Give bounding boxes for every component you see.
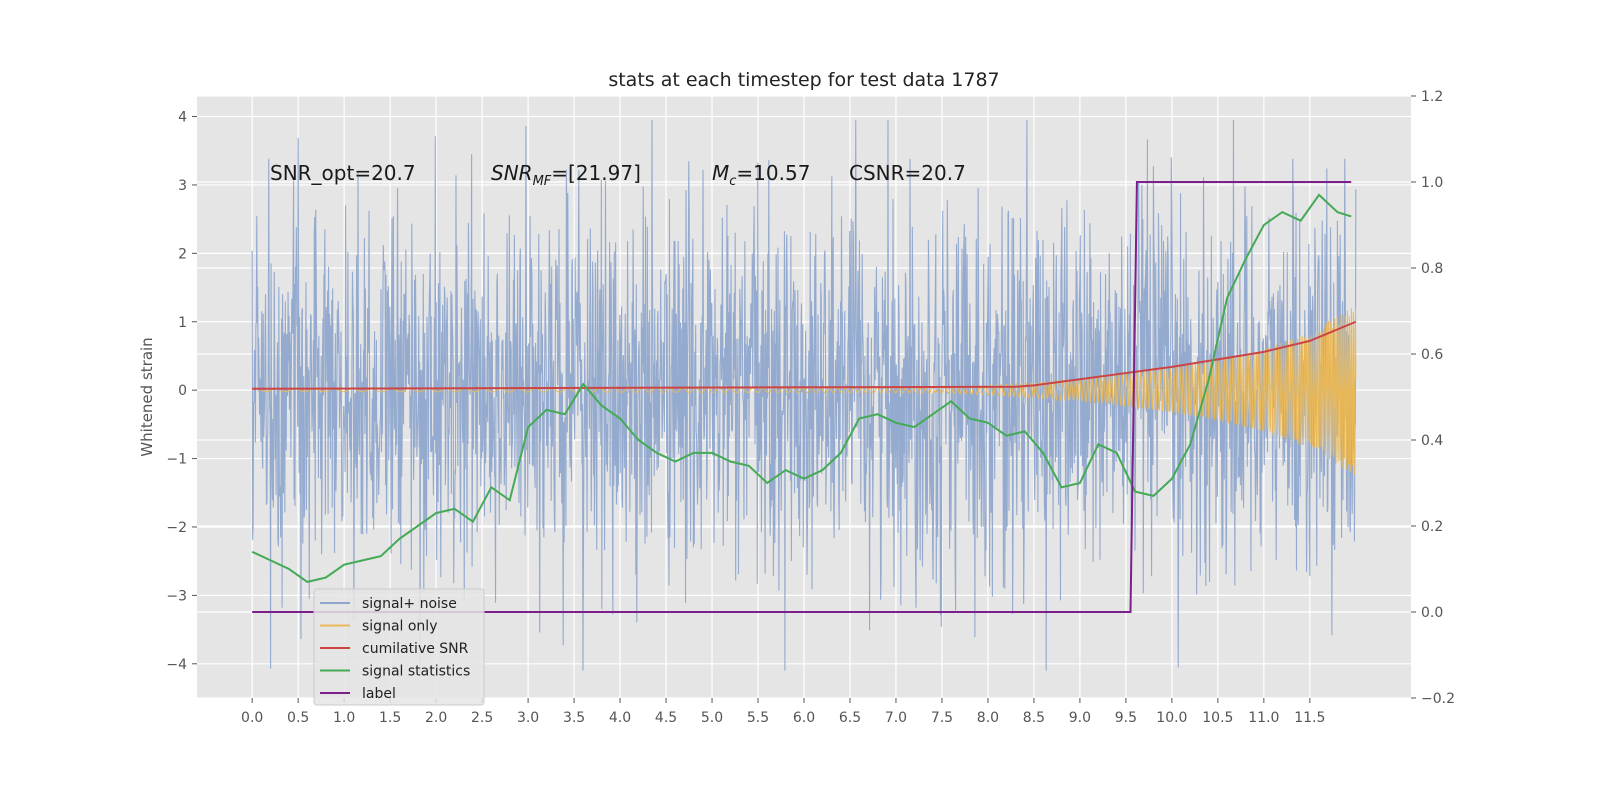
x-tick-label: 3.5 <box>563 710 585 726</box>
legend-label: signal only <box>362 619 437 635</box>
x-tick-label: 0.0 <box>241 710 263 726</box>
x-tick-label: 4.5 <box>655 710 677 726</box>
y2-tick-label: 0.4 <box>1421 433 1443 449</box>
x-tick-label: 6.0 <box>793 710 815 726</box>
series-signal-noise <box>251 119 1357 671</box>
x-tick-label: 1.5 <box>379 710 401 726</box>
axis-layer: 0.0 0.5 1.0 1.5 2.0 2.5 3.0 3.5 4.0 4.5 5.0 5.5 6.0 6… <box>166 89 1455 726</box>
y-tick-label: −2 <box>166 520 187 536</box>
y-tick-label: −1 <box>166 452 187 468</box>
x-tick-label: 8.5 <box>1023 710 1045 726</box>
x-tick-label: 9.0 <box>1069 710 1091 726</box>
annotation-text: Mc=10.57 <box>712 161 810 189</box>
series-cumilative-snr <box>252 320 1357 390</box>
x-tick-label: 10.5 <box>1202 710 1233 726</box>
x-tick-label: 1.0 <box>333 710 355 726</box>
x-tick-label: 11.5 <box>1294 710 1325 726</box>
y-axis-label: Whitened strain <box>138 337 156 456</box>
legend-label: label <box>362 686 396 702</box>
x-tick-label: 5.5 <box>747 710 769 726</box>
legend-label: signal+ noise <box>362 596 457 612</box>
y2-tick-label: 1.0 <box>1421 175 1443 191</box>
x-tick-label: 6.5 <box>839 710 861 726</box>
y-tick-label: 0 <box>178 383 187 399</box>
legend-label: signal statistics <box>362 664 470 680</box>
chart-title: stats at each timestep for test data 178… <box>608 69 999 91</box>
legend-box <box>313 588 485 706</box>
x-tick-label: 9.5 <box>1115 710 1137 726</box>
y-tick-label: 4 <box>178 110 187 126</box>
y2-tick-label: 1.2 <box>1421 89 1443 105</box>
series-signal-statistics <box>251 193 1352 583</box>
annotations: SNR_opt=20.7 SNRMF=[21.97] Mc=10.57 CSNR=20… <box>270 161 966 189</box>
annotation-text: SNR_opt=20.7 <box>270 161 416 185</box>
annotation-text: CSNR=20.7 <box>849 161 966 185</box>
y-tick-label: 3 <box>178 178 187 194</box>
y-tick-label: −3 <box>166 588 187 604</box>
x-tick-label: 5.0 <box>701 710 723 726</box>
y2-tick-label: −0.2 <box>1421 691 1455 707</box>
series-layer <box>251 119 1357 671</box>
legend-label: cumilative SNR <box>362 641 469 657</box>
x-tick-label: 0.5 <box>287 710 309 726</box>
x-tick-label: 2.0 <box>425 710 447 726</box>
x-tick-label: 2.5 <box>471 710 493 726</box>
x-tick-label: 7.0 <box>885 710 907 726</box>
x-tick-label: 8.0 <box>977 710 999 726</box>
x-tick-label: 11.0 <box>1248 710 1279 726</box>
series-label <box>252 181 1352 613</box>
annotation-text: SNRMF=[21.97] <box>491 161 641 189</box>
legend: signal+ noise signal only cumilative SNR si… <box>313 588 485 706</box>
y-tick-label: −4 <box>166 657 187 673</box>
y-tick-label: 1 <box>178 315 187 331</box>
x-tick-label: 7.5 <box>931 710 953 726</box>
y-tick-label: 2 <box>178 246 187 262</box>
y2-tick-label: 0.8 <box>1421 261 1443 277</box>
y2-tick-label: 0.6 <box>1421 347 1443 363</box>
x-tick-label: 10.0 <box>1156 710 1187 726</box>
y2-tick-label: 0.0 <box>1421 605 1443 621</box>
series-signal-only <box>251 308 1357 475</box>
x-tick-label: 3.0 <box>517 710 539 726</box>
x-tick-label: 4.0 <box>609 710 631 726</box>
y2-tick-label: 0.2 <box>1421 519 1443 535</box>
